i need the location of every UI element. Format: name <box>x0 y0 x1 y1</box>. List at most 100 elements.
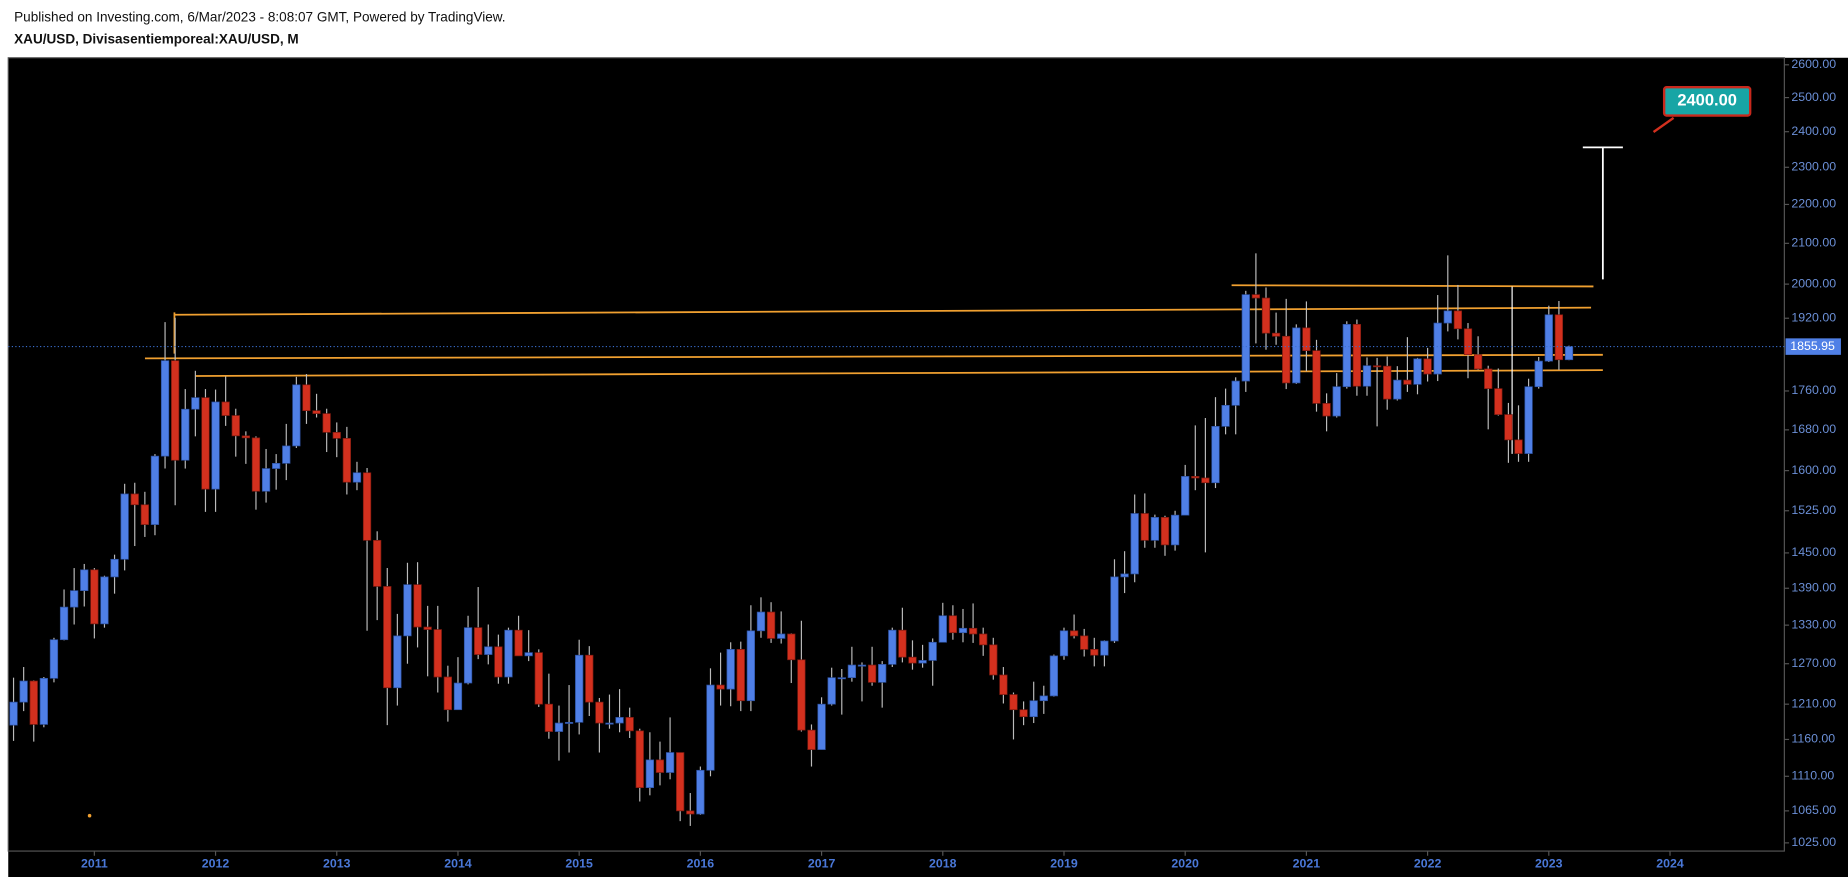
candle-body <box>1372 365 1382 368</box>
candle-body <box>1120 573 1129 578</box>
candle-body <box>1413 358 1422 385</box>
x-tick-label: 2013 <box>323 856 351 870</box>
candle-body <box>1332 386 1341 417</box>
candle-body <box>130 493 139 506</box>
candle-body <box>645 759 655 789</box>
candle-body <box>1484 368 1493 389</box>
marker-dot <box>87 813 92 818</box>
y-tick-label: 1525.00 <box>1791 503 1836 517</box>
candle-body <box>100 576 109 625</box>
x-tick-label: 2017 <box>808 856 836 870</box>
candle-body <box>191 397 200 410</box>
candle-body <box>766 611 776 639</box>
y-tick-label: 1160.00 <box>1791 732 1835 746</box>
candle-body <box>272 463 281 469</box>
x-tick-label: 2018 <box>929 856 957 870</box>
candle-body <box>1019 709 1028 718</box>
candle-body <box>1423 358 1432 375</box>
candle-body <box>1514 439 1523 454</box>
candle-body <box>1069 630 1079 637</box>
candle-body <box>615 717 624 724</box>
candle-body <box>1261 297 1271 334</box>
candle-body <box>1403 379 1412 385</box>
candle-body <box>352 472 362 483</box>
x-tick-label: 2020 <box>1171 856 1199 870</box>
candle-body <box>1150 517 1160 541</box>
candle-body <box>898 629 907 658</box>
candle-body <box>19 680 28 703</box>
candle-body <box>504 629 513 678</box>
candle-body <box>312 410 321 414</box>
candle-body <box>665 752 675 773</box>
y-tick-label: 1110.00 <box>1791 769 1834 783</box>
candle-body <box>857 664 867 667</box>
y-tick-label: 1270.00 <box>1791 656 1836 670</box>
last-price-box <box>1785 338 1841 355</box>
candle-body <box>787 633 796 661</box>
x-tick-label: 2021 <box>1293 856 1321 870</box>
candle-body <box>160 360 170 457</box>
candle-body <box>1312 350 1321 404</box>
candle-body <box>292 384 301 447</box>
y-tick-label: 1680.00 <box>1791 422 1836 436</box>
candle-body <box>453 682 463 711</box>
candle-body <box>585 654 594 703</box>
candle-body <box>1181 476 1190 516</box>
candle-body <box>362 472 372 541</box>
candle-body <box>736 649 745 702</box>
candle-body <box>29 680 38 725</box>
candle-body <box>171 360 180 461</box>
candle-body <box>534 652 543 705</box>
candle-body <box>1211 426 1220 484</box>
candle-body <box>413 584 422 628</box>
y-tick-label: 1760.00 <box>1791 383 1836 397</box>
x-tick-label: 2015 <box>565 856 593 870</box>
candle-body <box>999 674 1008 695</box>
y-tick-label: 2000.00 <box>1791 276 1836 290</box>
candle-body <box>1241 294 1250 382</box>
candle-body <box>342 438 351 483</box>
candle-body <box>554 722 564 732</box>
candle-body <box>1292 327 1301 384</box>
candle-body <box>120 493 129 560</box>
y-tick-label: 1330.00 <box>1791 617 1836 631</box>
x-tick-label: 2011 <box>81 856 108 870</box>
candle-body <box>938 615 947 643</box>
candle-body <box>59 606 69 641</box>
y-tick-label: 2300.00 <box>1791 160 1836 174</box>
candle-body <box>1302 327 1311 351</box>
candle-body <box>1170 514 1180 546</box>
candle-body <box>756 611 766 632</box>
candle-body <box>544 703 553 732</box>
candle-body <box>70 590 79 608</box>
published-note: Published on Investing.com, 6/Mar/2023 -… <box>14 9 505 24</box>
candle-body <box>837 677 846 680</box>
candle-body <box>625 717 634 732</box>
y-tick-label: 2500.00 <box>1791 90 1836 104</box>
y-tick-label: 2600.00 <box>1791 57 1836 71</box>
y-tick-label: 1065.00 <box>1791 803 1836 817</box>
candle-body <box>302 384 311 412</box>
candle-body <box>231 415 240 437</box>
candle-body <box>797 659 806 731</box>
candle-body <box>1221 404 1230 427</box>
candle-body <box>1544 314 1553 362</box>
candle-body <box>433 629 442 678</box>
candle-body <box>110 558 119 578</box>
candle-body <box>989 644 998 676</box>
trend-line <box>1231 284 1594 288</box>
candle-body <box>928 641 937 661</box>
candle-body <box>847 664 857 679</box>
candle-body <box>1160 517 1170 546</box>
candle-body <box>150 455 160 525</box>
candle-body <box>373 539 382 587</box>
candle-body <box>1393 379 1402 400</box>
candle-body <box>49 639 59 679</box>
candle-body <box>908 656 917 664</box>
candle-body <box>1009 694 1018 711</box>
candle-body <box>605 722 614 725</box>
candle-body <box>1029 700 1038 718</box>
candle-body <box>1524 386 1533 454</box>
candle-body <box>635 730 644 789</box>
